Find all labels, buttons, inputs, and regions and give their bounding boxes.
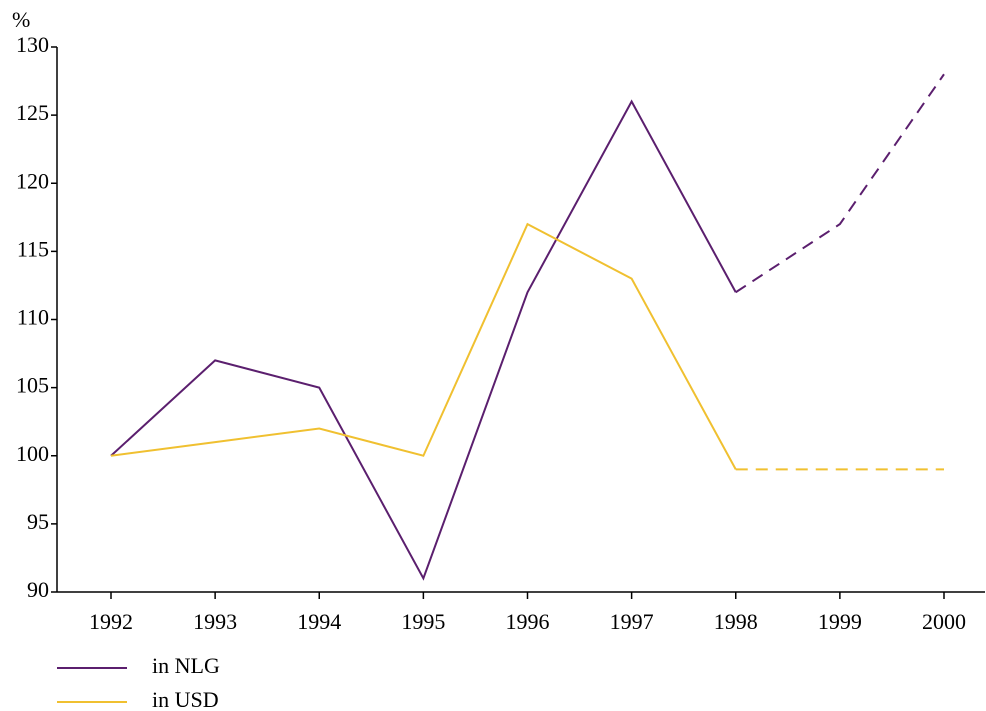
x-tick-label: 1999 — [818, 609, 862, 634]
x-tick-label: 1995 — [401, 609, 445, 634]
line-projection — [735, 73, 945, 294]
x-tick-label: 2000 — [922, 609, 966, 634]
x-tick-label: 1998 — [714, 609, 758, 634]
y-tick-label: 130 — [16, 32, 49, 57]
y-tick-label: 120 — [16, 168, 49, 193]
line-series — [110, 222, 737, 470]
legend-label: in USD — [152, 687, 219, 711]
y-unit: % — [12, 7, 30, 32]
y-tick-label: 95 — [27, 509, 49, 534]
x-tick-label: 1992 — [89, 609, 133, 634]
y-tick-label: 115 — [17, 236, 49, 261]
y-tick-label: 105 — [16, 373, 49, 398]
y-tick-label: 90 — [27, 577, 49, 602]
y-tick-label: 125 — [16, 100, 49, 125]
x-tick-label: 1993 — [193, 609, 237, 634]
line-series — [110, 99, 737, 581]
y-tick-label: 110 — [17, 305, 49, 330]
x-tick-label: 1996 — [506, 609, 550, 634]
x-tick-label: 1994 — [297, 609, 341, 634]
y-tick-label: 100 — [16, 441, 49, 466]
legend-label: in NLG — [152, 653, 220, 678]
x-tick-label: 1997 — [610, 609, 654, 634]
